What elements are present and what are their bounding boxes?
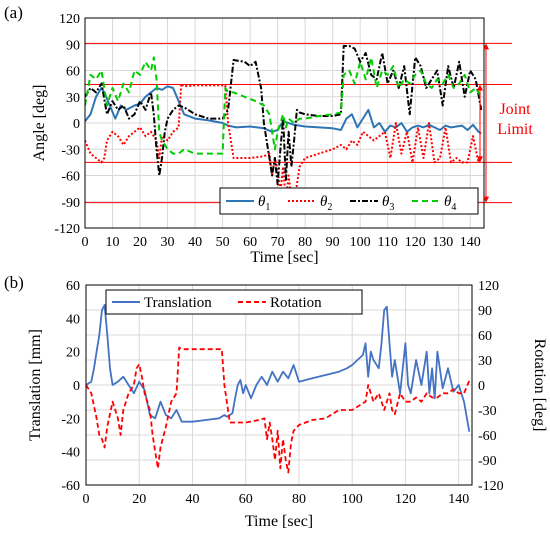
joint-limit-arrow-inner-head-top <box>477 84 483 91</box>
y-tick-label: 90 <box>66 38 80 53</box>
y-axis-title: Angle [deg] <box>31 85 48 162</box>
y-tick-label-right: -90 <box>478 454 497 469</box>
legend-label-translation: Translation <box>144 295 212 311</box>
x-tick-label: 10 <box>106 235 120 250</box>
x-tick-label: 20 <box>133 235 147 250</box>
series-line-theta1 <box>85 85 482 135</box>
series-line-theta4 <box>85 56 483 155</box>
y-tick-label-left: 40 <box>66 312 80 327</box>
x-tick-label: 80 <box>298 235 312 250</box>
panel-a-plot-frame <box>84 17 485 229</box>
x-tick-label: 0 <box>82 235 89 250</box>
series-line-translation <box>86 304 471 432</box>
y-tick-label-right: 90 <box>478 304 492 319</box>
joint-limit-arrow-outer-head-top <box>483 43 489 50</box>
series-line-rotation <box>86 346 471 474</box>
joint-limit-annotation-line1: Joint <box>499 101 531 118</box>
x-tick-label: 60 <box>239 492 253 507</box>
y-tick-label-right: 60 <box>478 329 492 344</box>
y-tick-label-right: 30 <box>478 354 492 369</box>
joint-limit-arrow-inner-head-bottom <box>477 156 483 163</box>
panel-a-legend: θ1 θ2 θ3 θ4 <box>219 187 479 215</box>
x-tick-label: 80 <box>292 492 306 507</box>
x-tick-label: 30 <box>161 235 175 250</box>
x-tick-label: 140 <box>448 492 469 507</box>
x-axis-title: Time [sec] <box>250 249 318 266</box>
x-tick-label: 130 <box>432 235 453 250</box>
panel-b-plot-frame <box>85 284 473 486</box>
y-tick-label: -30 <box>61 143 80 158</box>
joint-limit-arrow-outer-head-bottom <box>483 196 489 203</box>
series-line-theta2 <box>85 82 483 212</box>
x-tick-label: 140 <box>460 235 481 250</box>
panel-b-label: (b) <box>4 273 24 292</box>
y-tick-label-left: -60 <box>61 479 80 494</box>
y-tick-label: -120 <box>54 222 80 237</box>
x-tick-label: 90 <box>326 235 340 250</box>
x-tick-label: 100 <box>350 235 371 250</box>
x-tick-label: 40 <box>185 492 199 507</box>
y-axis-title-left: Translation [mm] <box>27 329 44 441</box>
x-tick-label: 50 <box>216 235 230 250</box>
y-axis-title-right: Rotation [deg] <box>531 339 548 432</box>
x-tick-label: 60 <box>243 235 257 250</box>
y-tick-label-right: -30 <box>478 404 497 419</box>
panel-a-label: (a) <box>4 3 23 22</box>
y-tick-label: 120 <box>59 12 80 27</box>
x-tick-label: 0 <box>83 492 90 507</box>
y-tick-label-right: -60 <box>478 429 497 444</box>
panel-b: (b) 0 20 40 60 80 100 120 140 -60 -40 -20 0 20 40 60 -12… <box>4 273 548 530</box>
y-tick-label-right: 0 <box>478 379 485 394</box>
panel-a-series <box>85 45 483 212</box>
series-line-theta3 <box>85 45 483 186</box>
panel-b-legend: Translation Rotation <box>105 289 363 315</box>
x-axis-title: Time [sec] <box>245 513 313 530</box>
y-tick-label-left: 60 <box>66 279 80 294</box>
x-tick-label: 120 <box>405 235 426 250</box>
y-tick-label: 60 <box>66 65 80 80</box>
y-tick-label-left: 20 <box>66 346 80 361</box>
y-tick-label-left: -20 <box>61 412 80 427</box>
joint-limit-annotation-line2: Limit <box>497 121 533 138</box>
y-tick-label-left: -40 <box>61 446 80 461</box>
x-tick-label: 110 <box>377 235 397 250</box>
y-tick-label-right: 120 <box>478 279 499 294</box>
y-tick-label: 30 <box>66 91 80 106</box>
y-tick-label-left: 0 <box>73 379 80 394</box>
legend-label-rotation: Rotation <box>270 295 322 311</box>
x-tick-label: 100 <box>342 492 363 507</box>
x-tick-label: 120 <box>395 492 416 507</box>
y-tick-label: -60 <box>61 170 80 185</box>
panel-a: (a) 0 10 20 30 40 50 60 70 80 90 100 110 120 130 140 -12… <box>4 3 533 266</box>
x-tick-label: 70 <box>271 235 285 250</box>
x-tick-label: 20 <box>132 492 146 507</box>
legend-box <box>105 289 363 315</box>
x-tick-label: 40 <box>188 235 202 250</box>
panel-b-series <box>86 304 471 474</box>
y-tick-label: 0 <box>73 117 80 132</box>
y-tick-label-right: -120 <box>478 479 504 494</box>
y-tick-label: -90 <box>61 196 80 211</box>
